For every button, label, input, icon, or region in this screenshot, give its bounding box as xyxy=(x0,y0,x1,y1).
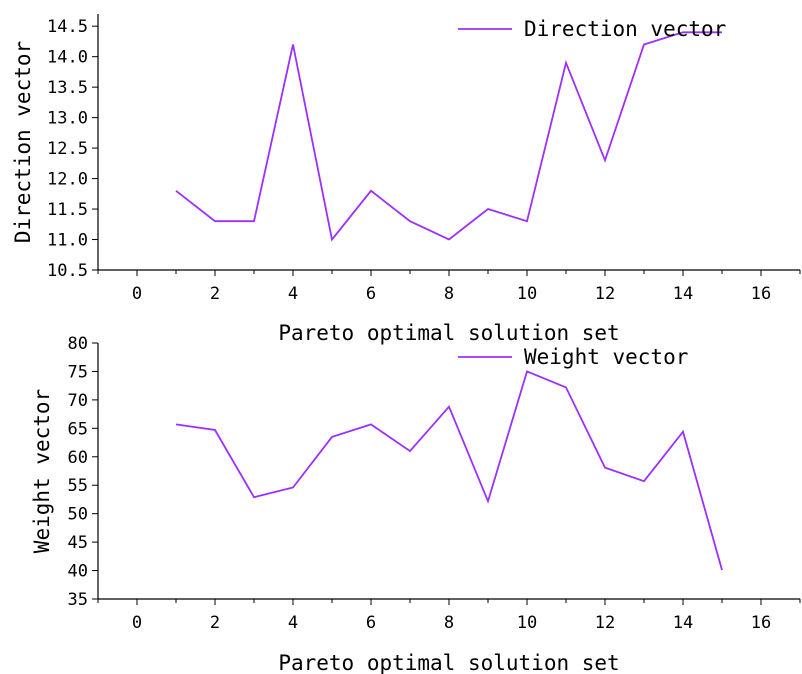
data-point xyxy=(252,495,256,499)
x-axis-title: Pareto optimal solution set xyxy=(278,321,619,345)
data-point xyxy=(525,369,529,373)
y-tick-label: 11.0 xyxy=(47,231,88,251)
y-tick-label: 14.0 xyxy=(47,48,88,68)
data-point xyxy=(213,428,217,432)
data-point xyxy=(330,238,334,242)
x-tick-label: 10 xyxy=(517,284,537,304)
data-point xyxy=(603,466,607,470)
y-tick-label: 55 xyxy=(68,476,88,496)
legend-label: Weight vector xyxy=(524,345,688,369)
x-tick-label: 4 xyxy=(288,284,298,304)
data-point xyxy=(525,219,529,223)
data-point xyxy=(720,568,724,572)
x-tick-label: 16 xyxy=(751,613,771,633)
data-point xyxy=(174,189,178,193)
x-tick-label: 0 xyxy=(132,284,142,304)
y-axis-title: Direction vector xyxy=(11,41,35,243)
y-tick-label: 75 xyxy=(68,362,88,382)
data-point xyxy=(486,207,490,211)
y-tick-label: 12.5 xyxy=(47,139,88,159)
y-axis-title: Weight vector xyxy=(30,389,54,553)
data-point xyxy=(330,435,334,439)
data-point xyxy=(447,238,451,242)
data-point xyxy=(486,499,490,503)
legend-label: Direction vector xyxy=(524,17,726,41)
y-tick-label: 45 xyxy=(68,533,88,553)
x-tick-label: 6 xyxy=(366,613,376,633)
data-point xyxy=(369,422,373,426)
x-tick-label: 10 xyxy=(517,613,537,633)
y-tick-label: 11.5 xyxy=(47,200,88,220)
y-tick-label: 50 xyxy=(68,505,88,525)
y-tick-label: 12.0 xyxy=(47,170,88,190)
series-line xyxy=(175,370,723,571)
y-tick-label: 65 xyxy=(68,419,88,439)
y-tick-label: 70 xyxy=(68,391,88,411)
x-tick-label: 2 xyxy=(210,613,220,633)
data-point xyxy=(174,422,178,426)
x-tick-label: 14 xyxy=(673,613,693,633)
data-point xyxy=(408,449,412,453)
weight-vector-panel: 0 2 4 6 8 10 12 14 16 35 40 45 50 55 60 65 70 75 80 Pareto … xyxy=(30,334,801,674)
data-point xyxy=(213,219,217,223)
data-point xyxy=(408,219,412,223)
data-point xyxy=(642,42,646,46)
data-point xyxy=(291,485,295,489)
data-point xyxy=(447,405,451,409)
x-tick-label: 12 xyxy=(595,284,615,304)
y-tick-label: 40 xyxy=(68,562,88,582)
data-point xyxy=(564,61,568,65)
y-tick-label: 35 xyxy=(68,590,88,610)
data-point xyxy=(603,158,607,162)
data-point xyxy=(642,479,646,483)
y-tick-label: 14.5 xyxy=(47,17,88,37)
x-tick-label: 14 xyxy=(673,284,693,304)
series-line xyxy=(175,31,722,242)
data-point xyxy=(291,42,295,46)
y-tick-label: 80 xyxy=(68,334,88,354)
x-tick-label: 0 xyxy=(132,613,142,633)
y-tick-label: 10.5 xyxy=(47,261,88,281)
y-tick-label: 60 xyxy=(68,448,88,468)
x-tick-label: 6 xyxy=(366,284,376,304)
data-point xyxy=(681,430,685,434)
x-tick-label: 12 xyxy=(595,613,615,633)
y-tick-label: 13.0 xyxy=(47,109,88,129)
x-tick-label: 4 xyxy=(288,613,298,633)
x-tick-label: 2 xyxy=(210,284,220,304)
x-axis-title: Pareto optimal solution set xyxy=(278,651,619,674)
data-point xyxy=(369,189,373,193)
x-tick-label: 16 xyxy=(751,284,771,304)
data-point xyxy=(564,385,568,389)
direction-vector-panel: 0 2 4 6 8 10 12 14 16 10.5 11.0 11.5 12.0 12.5 13.0 13.… xyxy=(11,14,801,345)
y-tick-label: 13.5 xyxy=(47,78,88,98)
x-tick-label: 8 xyxy=(444,613,454,633)
x-tick-label: 8 xyxy=(444,284,454,304)
data-point xyxy=(252,219,256,223)
